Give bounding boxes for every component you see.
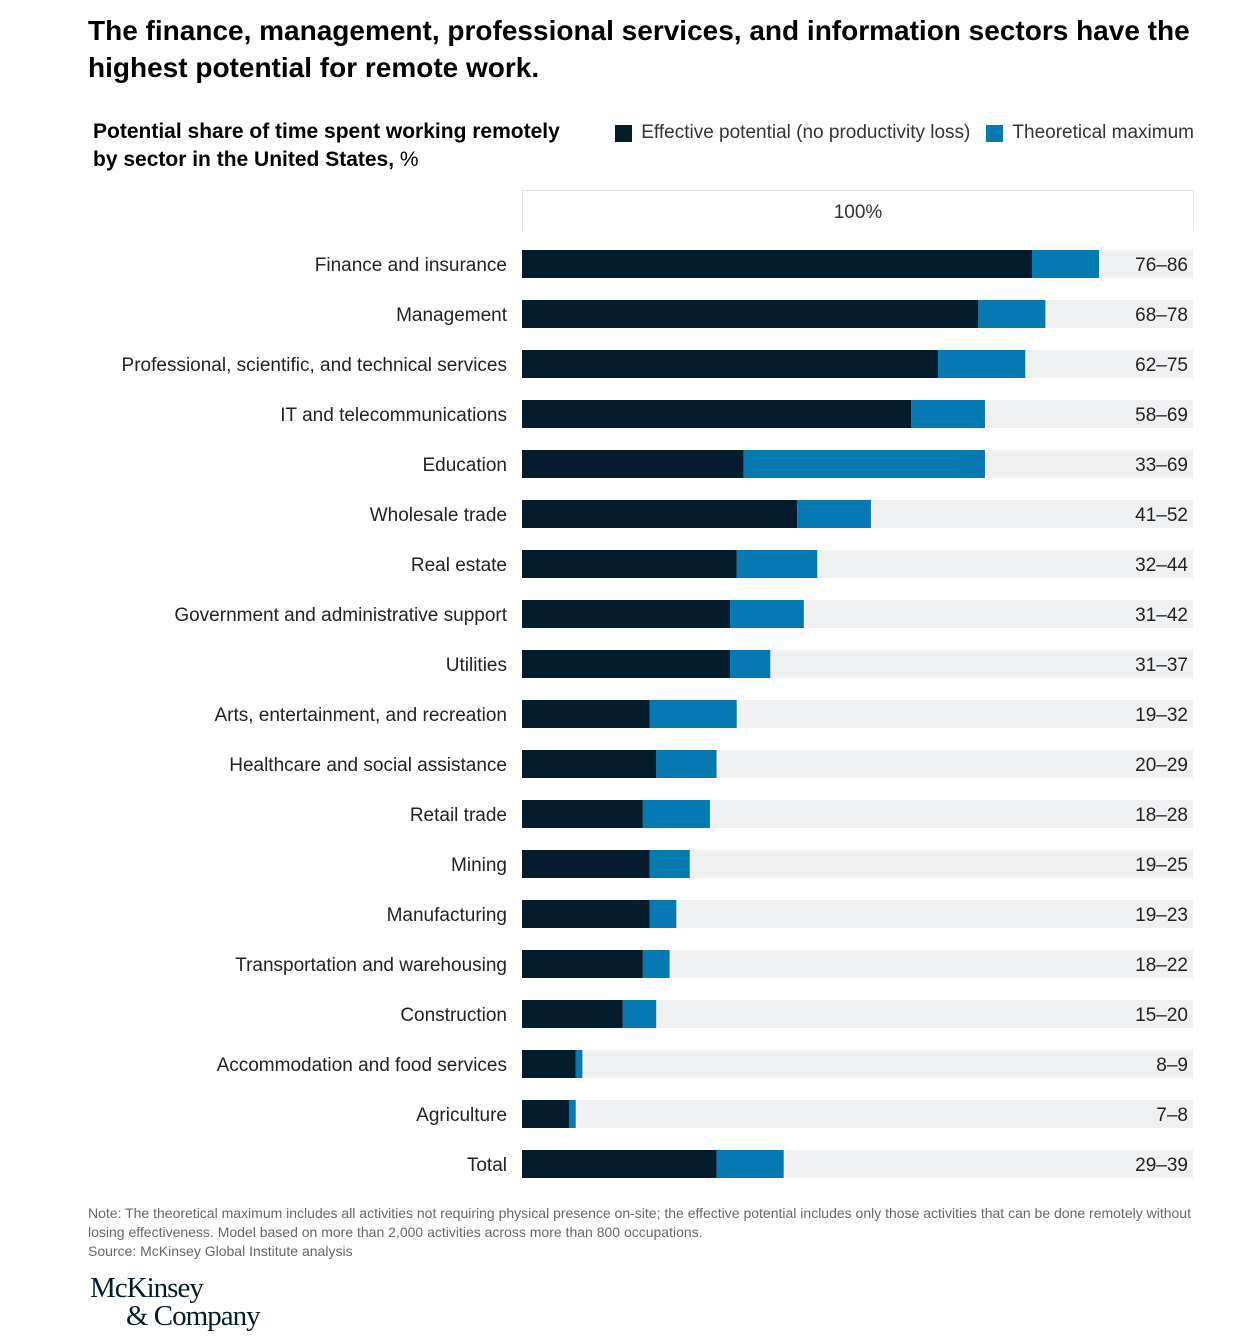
bar-effective [522, 750, 657, 778]
category-label: Management [396, 305, 508, 326]
category-label: Retail trade [410, 805, 507, 826]
mckinsey-logo: McKinsey & Company [90, 1272, 261, 1332]
category-label: Manufacturing [387, 905, 507, 926]
bar-effective [522, 500, 798, 528]
category-label: Finance and insurance [315, 255, 507, 276]
category-label: IT and telecommunications [280, 405, 507, 426]
legend-item-theoretical: Theoretical maximum [986, 122, 1194, 144]
chart-subtitle: Potential share of time spent working re… [93, 118, 573, 174]
bar-effective [522, 950, 643, 978]
bar-theoretical [736, 550, 818, 578]
data-label: 31–37 [1135, 655, 1188, 676]
category-label: Arts, entertainment, and recreation [214, 705, 507, 726]
bar-effective [522, 400, 912, 428]
bar-theoretical [730, 600, 804, 628]
data-label: 8–9 [1156, 1055, 1188, 1076]
category-label: Real estate [411, 555, 507, 576]
logo-line-1: McKinsey [90, 1272, 204, 1304]
chart-title: The finance, management, professional se… [88, 15, 1190, 83]
category-label: Total [467, 1155, 507, 1176]
data-label: 68–78 [1135, 305, 1188, 326]
bar-effective [522, 650, 731, 678]
category-label: Government and administrative support [174, 605, 507, 626]
data-label: 29–39 [1135, 1155, 1188, 1176]
category-label: Agriculture [416, 1105, 507, 1126]
bar-effective [522, 350, 939, 378]
bar-theoretical [649, 850, 690, 878]
data-label: 18–28 [1135, 805, 1188, 826]
bar-effective [522, 450, 744, 478]
data-label: 31–42 [1135, 605, 1188, 626]
data-label: 7–8 [1156, 1105, 1188, 1126]
source-text: Source: McKinsey Global Institute analys… [88, 1243, 353, 1259]
bar-background [522, 1050, 1193, 1078]
legend-swatch-effective [615, 124, 633, 142]
bar-effective [522, 1050, 576, 1078]
data-label: 15–20 [1135, 1005, 1188, 1026]
bar-theoretical [938, 350, 1026, 378]
bar-effective [522, 800, 643, 828]
data-label: 18–22 [1135, 955, 1188, 976]
bar-effective [522, 600, 731, 628]
bar-theoretical [1031, 250, 1100, 278]
bar-effective [522, 700, 650, 728]
bar-theoretical [730, 650, 771, 678]
bar-theoretical [649, 900, 677, 928]
legend: Effective potential (no productivity los… [599, 122, 1194, 144]
legend-label-theoretical: Theoretical maximum [1012, 122, 1194, 143]
data-label: 62–75 [1135, 355, 1188, 376]
logo-line-2: & Company [126, 1300, 261, 1332]
category-label: Transportation and warehousing [235, 955, 507, 976]
bar-theoretical [978, 300, 1046, 328]
bar-theoretical [743, 450, 985, 478]
bar-theoretical [649, 700, 737, 728]
bar-theoretical [642, 950, 670, 978]
bar-effective [522, 300, 979, 328]
category-label: Healthcare and social assistance [229, 755, 507, 776]
category-label: Mining [451, 855, 507, 876]
data-label: 19–23 [1135, 905, 1188, 926]
bar-effective [522, 1000, 623, 1028]
scale-header: 100% [522, 190, 1194, 231]
data-label: 41–52 [1135, 505, 1188, 526]
note-text: Note: The theoretical maximum includes a… [88, 1205, 1191, 1240]
legend-swatch-theoretical [986, 124, 1004, 142]
category-label: Accommodation and food services [217, 1055, 507, 1076]
bar-effective [522, 1150, 717, 1178]
data-label: 19–32 [1135, 705, 1188, 726]
bar-theoretical [911, 400, 985, 428]
data-label: 32–44 [1135, 555, 1188, 576]
bar-theoretical [622, 1000, 657, 1028]
category-label: Education [422, 455, 507, 476]
bar-background [522, 1100, 1193, 1128]
bar-theoretical [568, 1100, 576, 1128]
category-label: Wholesale trade [370, 505, 507, 526]
subtitle-unit: % [399, 148, 419, 171]
legend-item-effective: Effective potential (no productivity los… [615, 122, 970, 144]
data-label: 76–86 [1135, 255, 1188, 276]
bar-effective [522, 1100, 569, 1128]
bar-effective [522, 550, 737, 578]
subtitle-text: Potential share of time spent working re… [93, 120, 560, 171]
legend-label-effective: Effective potential (no productivity los… [641, 122, 971, 143]
category-label: Construction [400, 1005, 507, 1026]
bar-effective [522, 250, 1032, 278]
bar-theoretical [656, 750, 717, 778]
bar-effective [522, 900, 650, 928]
data-label: 33–69 [1135, 455, 1188, 476]
bar-effective [522, 850, 650, 878]
category-label: Utilities [446, 655, 507, 676]
data-label: 19–25 [1135, 855, 1188, 876]
data-label: 20–29 [1135, 755, 1188, 776]
bar-theoretical [797, 500, 871, 528]
data-label: 58–69 [1135, 405, 1188, 426]
footnote: Note: The theoretical maximum includes a… [88, 1204, 1198, 1261]
bar-theoretical [575, 1050, 583, 1078]
bar-theoretical [642, 800, 710, 828]
category-label: Professional, scientific, and technical … [122, 355, 507, 376]
bar-theoretical [716, 1150, 784, 1178]
